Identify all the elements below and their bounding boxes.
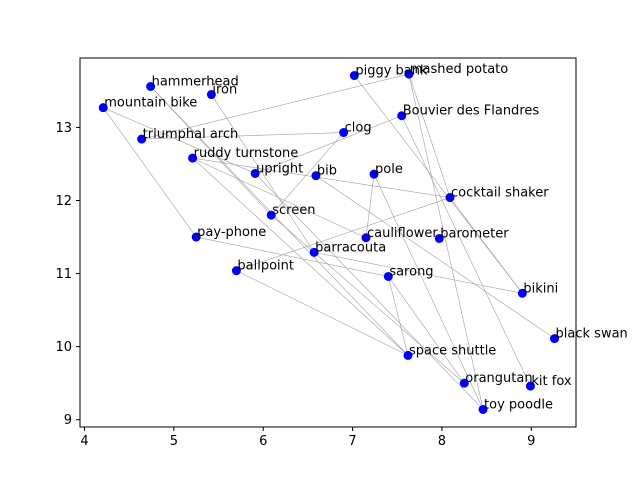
point-cocktail-shaker bbox=[445, 193, 455, 203]
edge-ruddy-turnstone-space-shuttle bbox=[192, 157, 409, 356]
points-layer bbox=[98, 69, 560, 414]
point-toy-poodle bbox=[478, 404, 488, 414]
plot-frame bbox=[79, 57, 577, 428]
point-bouvier-des-flandres bbox=[397, 111, 407, 121]
point-label-mountain-bike: mountain bike bbox=[104, 96, 197, 111]
edge-mashed-potato-toy-poodle bbox=[408, 74, 484, 410]
point-pay-phone bbox=[191, 232, 201, 242]
edge-bib-black-swan bbox=[315, 175, 555, 339]
point-label-black-swan: black swan bbox=[556, 327, 628, 342]
edge-sarong-orangutan bbox=[388, 276, 465, 384]
edge-cocktail-shaker-ballpoint bbox=[236, 197, 451, 271]
edge-pole-cauliflower bbox=[365, 174, 375, 238]
edge-pay-phone-sarong bbox=[196, 236, 389, 277]
point-ballpoint bbox=[231, 266, 241, 276]
y-tick-label: 9 bbox=[64, 413, 72, 428]
point-ruddy-turnstone bbox=[188, 153, 198, 163]
point-label-upright: upright bbox=[256, 161, 303, 176]
point-label-ruddy-turnstone: ruddy turnstone bbox=[194, 146, 299, 161]
point-label-bib: bib bbox=[317, 164, 337, 179]
edge-upright-toy-poodle bbox=[254, 173, 484, 410]
x-tick-label: 6 bbox=[259, 434, 267, 449]
edge-triumphal-arch-clog bbox=[141, 132, 344, 140]
point-piggy-bank bbox=[349, 71, 359, 81]
edge-barracouta-bikini bbox=[314, 252, 523, 294]
point-bikini bbox=[517, 288, 527, 298]
edge-sarong-space-shuttle bbox=[388, 276, 409, 356]
edge-hammerhead-space-shuttle bbox=[150, 86, 409, 356]
y-tick-label: 12 bbox=[55, 194, 72, 209]
edge-cocktail-shaker-bikini bbox=[449, 197, 523, 294]
point-triumphal-arch bbox=[137, 134, 147, 144]
point-clog bbox=[339, 128, 349, 138]
point-label-mashed-potato: mashed potato bbox=[410, 62, 508, 77]
point-label-hammerhead: hammerhead bbox=[152, 74, 239, 89]
edge-piggy-bank-bikini bbox=[354, 75, 523, 294]
edge-pole-toy-poodle bbox=[373, 174, 484, 410]
edge-ruddy-turnstone-cauliflower bbox=[192, 157, 367, 239]
point-label-barracouta: barracouta bbox=[315, 240, 386, 255]
y-tick-label: 11 bbox=[55, 267, 72, 282]
point-barracouta bbox=[309, 247, 319, 257]
point-screen bbox=[266, 210, 276, 220]
point-label-barometer: barometer bbox=[440, 226, 509, 241]
point-label-cauliflower: cauliflower bbox=[367, 226, 438, 241]
x-tick-label: 4 bbox=[80, 434, 88, 449]
edge-mountain-bike-pay-phone bbox=[102, 107, 197, 238]
point-bib bbox=[311, 171, 321, 181]
point-label-bikini: bikini bbox=[523, 281, 558, 296]
y-tick-label: 10 bbox=[55, 340, 72, 355]
edge-screen-clog bbox=[271, 132, 344, 216]
edge-triumphal-arch-mashed-potato bbox=[141, 73, 409, 140]
edges-layer bbox=[102, 73, 555, 410]
point-pole bbox=[369, 169, 379, 179]
x-tick-label: 8 bbox=[438, 434, 446, 449]
point-label-sarong: sarong bbox=[389, 264, 433, 279]
axes-layer: 4 5 6 7 8 9 9 10 11 12 13 bbox=[55, 57, 577, 449]
x-tick-label: 9 bbox=[527, 434, 535, 449]
point-kit-fox bbox=[525, 381, 535, 391]
point-label-space-shuttle: space shuttle bbox=[409, 343, 496, 358]
edge-mountain-bike-upright bbox=[103, 107, 256, 174]
edge-bouvier-des-flandres-upright bbox=[255, 115, 402, 174]
point-label-pole: pole bbox=[375, 162, 403, 177]
point-barometer bbox=[434, 233, 444, 243]
point-hammerhead bbox=[146, 81, 156, 91]
x-tick-label: 5 bbox=[170, 434, 178, 449]
point-sarong bbox=[383, 271, 393, 281]
point-mashed-potato bbox=[404, 69, 414, 79]
point-label-clog: clog bbox=[345, 121, 372, 136]
edge-ruddy-turnstone-cocktail-shaker bbox=[192, 157, 451, 198]
edge-mashed-potato-cocktail-shaker bbox=[408, 73, 451, 198]
point-label-toy-poodle: toy poodle bbox=[484, 397, 553, 412]
point-label-triumphal-arch: triumphal arch bbox=[143, 127, 239, 142]
point-label-pay-phone: pay-phone bbox=[197, 225, 266, 240]
x-tick-label: 7 bbox=[348, 434, 356, 449]
point-label-cocktail-shaker: cocktail shaker bbox=[451, 186, 549, 201]
y-tick-label: 13 bbox=[55, 121, 72, 136]
point-upright bbox=[250, 168, 260, 178]
edge-bouvier-des-flandres-kit-fox bbox=[401, 115, 531, 387]
point-orangutan bbox=[459, 378, 469, 388]
edge-ballpoint-space-shuttle bbox=[236, 270, 409, 356]
point-label-bouvier-des-flandres: Bouvier des Flandres bbox=[403, 104, 540, 119]
point-label-kit-fox: kit fox bbox=[531, 374, 572, 389]
point-label-ballpoint: ballpoint bbox=[237, 259, 294, 274]
point-iron bbox=[206, 90, 216, 100]
edge-iron-barracouta bbox=[211, 94, 315, 253]
point-black-swan bbox=[550, 334, 560, 344]
point-label-screen: screen bbox=[272, 203, 315, 218]
point-cauliflower bbox=[361, 233, 371, 243]
point-label-orangutan: orangutan bbox=[465, 371, 532, 386]
edge-screen-orangutan bbox=[271, 214, 465, 384]
point-label-iron: iron bbox=[212, 83, 237, 98]
point-label-piggy-bank: piggy bank bbox=[355, 64, 428, 79]
point-space-shuttle bbox=[403, 350, 413, 360]
point-mountain-bike bbox=[98, 103, 108, 113]
